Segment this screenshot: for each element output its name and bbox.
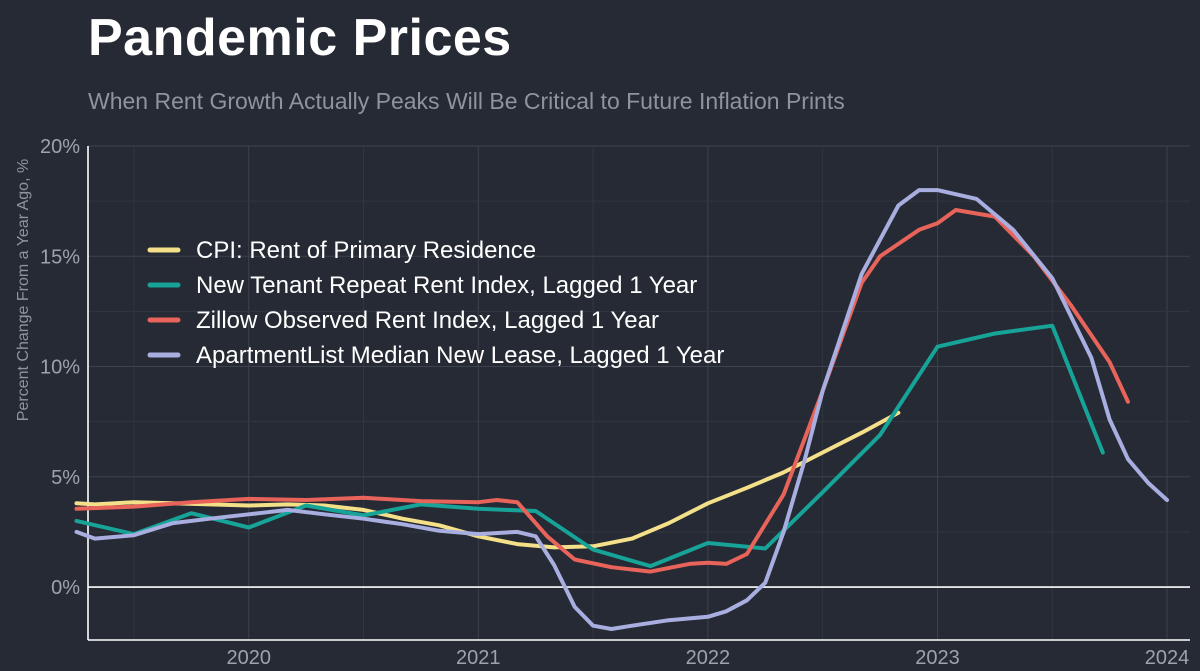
series-line: [74, 323, 1105, 569]
chart-subtitle: When Rent Growth Actually Peaks Will Be …: [88, 88, 845, 114]
series-line: [74, 188, 1169, 631]
y-tick-label: 0%: [51, 577, 80, 599]
x-tick-label: 2021: [456, 647, 501, 669]
legend-label: ApartmentList Median New Lease, Lagged 1…: [196, 342, 724, 369]
series-line: [74, 410, 901, 550]
y-tick-label: 20%: [40, 136, 80, 158]
x-tick-label: 2022: [686, 647, 731, 669]
x-tick-label: 2020: [226, 647, 271, 669]
series-lines: [74, 188, 1169, 631]
legend-label: Zillow Observed Rent Index, Lagged 1 Yea…: [196, 307, 659, 334]
y-tick-label: 5%: [51, 467, 80, 489]
x-tick-label: 2023: [915, 647, 960, 669]
y-tick-label: 15%: [40, 246, 80, 268]
legend-label: New Tenant Repeat Rent Index, Lagged 1 Y…: [196, 272, 697, 299]
legend: CPI: Rent of Primary Residence New Tenant…: [147, 237, 724, 369]
legend-label: CPI: Rent of Primary Residence: [196, 237, 536, 264]
series-line: [74, 208, 1130, 574]
y-tick-label: 10%: [40, 357, 80, 379]
y-axis-label: Percent Change From a Year Ago, %: [15, 159, 32, 421]
x-tick-label: 2024: [1145, 647, 1190, 669]
chart-title: Pandemic Prices: [88, 9, 512, 67]
axes: 0% 5% 10% 15% 20% 2020 2021 2022 2023 2024: [40, 136, 1190, 669]
grid: [88, 145, 1190, 640]
